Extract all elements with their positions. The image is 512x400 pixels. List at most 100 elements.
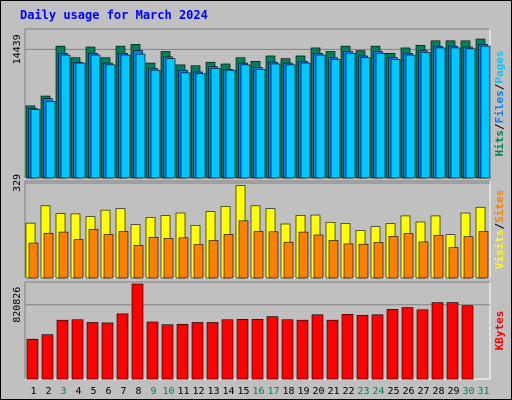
y-max-label: 820826	[12, 287, 23, 323]
bar-sites-day-7	[118, 231, 129, 279]
x-tick-label-day-18: 18	[282, 386, 294, 397]
legend-entry: /	[493, 83, 506, 90]
bar-pages-day-2	[45, 101, 56, 179]
y-max-label: 14439	[12, 34, 23, 64]
bar-pages-day-23	[360, 57, 371, 179]
bar-sites-day-31	[478, 231, 489, 279]
legend-entry: Hits	[493, 130, 506, 157]
x-axis-labels: 1 2 3 4 5 6 7 8 9 10 11 12 13 14 15 16 17 18 19 20 21 22 23 24 2…	[30, 386, 489, 397]
bar-pages-day-29	[450, 47, 461, 179]
bar-sites-day-14	[223, 234, 234, 279]
bar-kbytes-day-8	[131, 283, 144, 380]
x-tick-label-day-22: 22	[342, 386, 354, 397]
bar-kbytes-day-28	[431, 302, 444, 380]
bar-kbytes-day-11	[176, 323, 189, 380]
bar-sites-day-5	[88, 229, 99, 279]
bar-sites-day-3	[58, 231, 69, 279]
bar-sites-day-18	[283, 241, 294, 279]
bar-sites-day-15	[238, 220, 249, 279]
bar-kbytes-day-12	[191, 322, 204, 380]
bar-pages-day-6	[105, 64, 116, 179]
bar-sites-day-12	[193, 244, 204, 279]
x-tick-label-day-26: 26	[402, 386, 414, 397]
bar-kbytes-day-27	[416, 309, 429, 380]
bar-kbytes-day-24	[371, 314, 384, 380]
bar-sites-day-30	[463, 236, 474, 279]
bar-kbytes-day-9	[146, 321, 159, 380]
bar-pages-day-7	[120, 54, 131, 179]
x-tick-label-day-8: 8	[135, 386, 141, 397]
x-tick-label-day-3: 3	[60, 386, 66, 397]
x-tick-label-day-28: 28	[432, 386, 444, 397]
legend-hits-files-pages: Hits/Files/Pages	[493, 51, 506, 157]
bar-kbytes-day-7	[116, 313, 129, 380]
bar-pages-day-22	[345, 52, 356, 179]
x-tick-label-day-2: 2	[45, 386, 51, 397]
legend-entry: /	[493, 123, 506, 130]
bar-kbytes-day-21	[326, 319, 339, 380]
bar-kbytes-day-15	[236, 318, 249, 380]
bar-pages-day-25	[390, 59, 401, 179]
x-tick-label-day-24: 24	[372, 386, 384, 397]
bar-sites-day-27	[418, 241, 429, 279]
bar-kbytes-day-30	[461, 305, 474, 380]
bar-kbytes-day-29	[446, 302, 459, 380]
bar-pages-day-28	[435, 47, 446, 179]
x-tick-label-day-4: 4	[75, 386, 81, 397]
bar-pages-day-1	[30, 109, 41, 179]
bar-kbytes-day-1	[26, 338, 39, 380]
bar-kbytes-day-5	[86, 322, 99, 380]
bar-pages-day-15	[240, 64, 251, 179]
legend-entry: Sites	[493, 190, 506, 223]
x-tick-label-day-16: 16	[252, 386, 264, 397]
chart-panels: 14439Hits/Files/Pages329Visits/Sites8208…	[12, 28, 506, 380]
panel-hits-files-pages: 14439 Hits/Files/Pages	[12, 28, 506, 179]
bar-sites-day-6	[103, 234, 114, 279]
x-tick-label-day-27: 27	[417, 386, 429, 397]
bar-pages-day-5	[90, 54, 101, 179]
panel-kbytes: 820826 KBytes	[12, 281, 506, 380]
x-tick-label-day-17: 17	[267, 386, 279, 397]
bar-pages-day-26	[405, 54, 416, 179]
bar-pages-day-30	[465, 48, 476, 179]
bar-pages-day-10	[165, 58, 176, 179]
bar-sites-day-8	[133, 245, 144, 279]
legend-entry: /	[493, 223, 506, 230]
bar-sites-day-19	[298, 231, 309, 279]
bar-sites-day-13	[208, 240, 219, 279]
bar-sites-day-20	[313, 234, 324, 279]
bar-pages-day-4	[75, 62, 86, 179]
bar-kbytes-day-19	[296, 319, 309, 380]
x-tick-label-day-23: 23	[357, 386, 369, 397]
bar-kbytes-day-10	[161, 324, 174, 380]
legend-kbytes: KBytes	[493, 311, 506, 351]
legend-entry: Visits	[493, 230, 506, 270]
bar-sites-day-24	[373, 242, 384, 279]
bar-kbytes-day-6	[101, 322, 114, 380]
bar-kbytes-day-18	[281, 319, 294, 380]
x-tick-label-day-6: 6	[105, 386, 111, 397]
x-tick-label-day-11: 11	[177, 386, 189, 397]
bar-pages-day-21	[330, 59, 341, 179]
bar-pages-day-3	[60, 54, 71, 179]
bar-kbytes-day-3	[56, 319, 69, 380]
bar-sites-day-4	[73, 239, 84, 279]
bar-sites-day-11	[178, 237, 189, 279]
x-tick-label-day-5: 5	[90, 386, 96, 397]
panel-visits-sites: 329 Visits/Sites	[12, 174, 506, 279]
bar-pages-day-27	[420, 52, 431, 179]
bar-sites-day-28	[433, 234, 444, 279]
bar-pages-day-19	[300, 62, 311, 179]
bar-pages-day-8	[135, 53, 146, 179]
bar-sites-day-26	[403, 233, 414, 279]
bar-kbytes-day-16	[251, 318, 264, 380]
bar-sites-day-16	[253, 231, 264, 279]
bar-kbytes-day-4	[71, 319, 84, 380]
bar-sites-day-25	[388, 236, 399, 279]
bar-kbytes-day-17	[266, 316, 279, 380]
bar-pages-day-13	[210, 68, 221, 179]
bar-kbytes-day-22	[341, 314, 354, 380]
bar-pages-day-20	[315, 54, 326, 179]
x-tick-label-day-31: 31	[477, 386, 489, 397]
